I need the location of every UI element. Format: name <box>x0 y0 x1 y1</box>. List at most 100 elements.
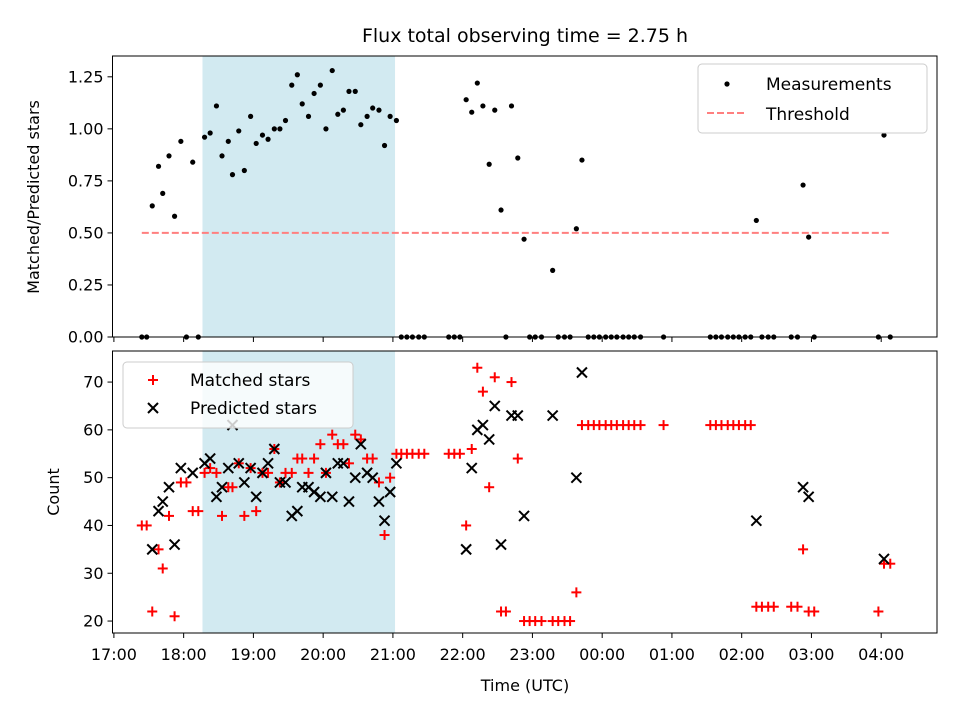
matched-stars-point <box>536 616 547 627</box>
measurement-point <box>794 334 801 340</box>
measurement-point <box>289 82 295 88</box>
measurement-point <box>707 334 713 340</box>
y-tick-label: 40 <box>83 516 103 535</box>
measurement-point <box>207 130 213 136</box>
matched-stars-point <box>157 563 168 574</box>
measurement-point <box>393 117 400 124</box>
chart-title: Flux total observing time = 2.75 h <box>362 25 688 47</box>
predicted-stars-point <box>157 495 169 508</box>
legend-dot-marker <box>724 81 730 87</box>
measurement-point <box>421 334 427 340</box>
matched-stars-point <box>227 482 238 493</box>
measurement-point <box>486 161 492 167</box>
measurement-point <box>730 334 736 340</box>
y-tick-label: 70 <box>83 373 103 392</box>
matched-stars-point <box>263 467 274 478</box>
matched-stars-point <box>461 520 472 531</box>
measurement-point <box>765 334 771 340</box>
measurement-point <box>229 172 236 178</box>
predicted-stars-point <box>750 514 763 527</box>
top-y-ticks: 0.00 0.25 0.50 0.75 1.00 1.25 <box>68 67 113 347</box>
x-tick-label: 17:00 <box>91 645 137 664</box>
y-tick-label: 0.25 <box>68 275 104 294</box>
x-tick-label: 02:00 <box>719 645 765 664</box>
matched-stars-point <box>768 601 779 612</box>
matched-stars-point <box>315 439 326 450</box>
matched-stars-point <box>286 467 297 478</box>
y-tick-label: 30 <box>83 564 103 583</box>
predicted-stars-point <box>495 538 507 551</box>
measurement-point <box>759 334 765 340</box>
bottom-panel-frame <box>112 350 938 634</box>
predicted-stars-point <box>222 462 234 474</box>
measurement-point <box>591 334 597 340</box>
measurement-point <box>567 334 573 340</box>
matched-stars-point <box>147 606 158 617</box>
x-tick-label: 19:00 <box>230 645 276 664</box>
measurement-point <box>532 334 538 340</box>
measurement-point <box>311 90 317 97</box>
matched-stars-point <box>792 601 803 612</box>
legend-label-predicted: Predicted stars <box>190 399 317 419</box>
measurement-point <box>753 217 759 224</box>
predicted-stars-point <box>268 443 281 455</box>
predicted-stars-point <box>175 462 187 474</box>
x-tick-label: 23:00 <box>509 645 555 664</box>
measurement-point <box>160 190 166 196</box>
measurement-point <box>195 334 201 340</box>
x-tick-label: 01:00 <box>649 645 695 664</box>
predicted-stars-point <box>146 543 158 556</box>
measurement-point <box>190 159 196 165</box>
predicted-stars-point <box>802 491 815 503</box>
x-axis-label: Time (UTC) <box>480 676 569 695</box>
predicted-stars-point <box>326 491 338 503</box>
predicted-stars-point <box>378 514 391 527</box>
measurement-point <box>364 113 370 119</box>
measurement-point <box>637 334 644 340</box>
predicted-stars-point <box>262 457 274 470</box>
measurement-point <box>742 334 748 340</box>
predicted-stars-point <box>337 457 350 470</box>
measurement-point <box>508 103 515 109</box>
legend-plus-glyph <box>148 375 158 385</box>
x-tick-label: 03:00 <box>788 645 834 664</box>
measurement-point <box>149 203 155 209</box>
matched-stars-point <box>355 434 366 445</box>
y-tick-label: 50 <box>83 468 103 487</box>
y-tick-label: 1.25 <box>68 67 104 86</box>
measurement-point <box>409 334 416 340</box>
predicted-stars-point <box>238 476 251 489</box>
matched-stars-point <box>153 544 164 555</box>
predicted-stars-point <box>366 471 379 484</box>
matched-stars-point <box>343 458 354 469</box>
measurement-point <box>875 334 882 340</box>
measurement-point <box>219 153 225 159</box>
measurement-point <box>626 334 632 340</box>
measurement-point <box>171 213 178 219</box>
matched-stars-point <box>885 558 896 569</box>
matched-stars-point <box>239 510 250 521</box>
top-panel-highlight <box>202 56 396 337</box>
measurement-point <box>718 334 725 340</box>
matched-stars-point <box>500 606 511 617</box>
measurement-point <box>387 113 393 119</box>
measurement-point <box>788 334 794 340</box>
predicted-stars-point <box>576 366 588 379</box>
matched-stars-point <box>297 453 308 464</box>
matched-stars-point <box>658 420 669 431</box>
measurement-point <box>253 140 259 147</box>
predicted-stars-point <box>343 495 355 508</box>
matched-stars-point <box>809 606 820 617</box>
predicted-stars-point <box>466 462 478 474</box>
matched-stars-point <box>169 611 180 622</box>
matched-stars-point <box>745 420 756 431</box>
bottom-y-ticks: 20 30 40 50 60 70 <box>83 373 113 631</box>
measurement-point <box>404 334 410 340</box>
predicted-stars-point <box>797 481 809 493</box>
measurement-point <box>381 142 388 149</box>
measurement-point <box>480 103 486 109</box>
top-legend-box <box>697 63 928 134</box>
top-panel: 0.00 0.25 0.50 0.75 1.00 1.25 Matched/Predict… <box>24 55 938 347</box>
measurement-point <box>335 111 341 117</box>
predicted-stars-point <box>314 491 327 503</box>
